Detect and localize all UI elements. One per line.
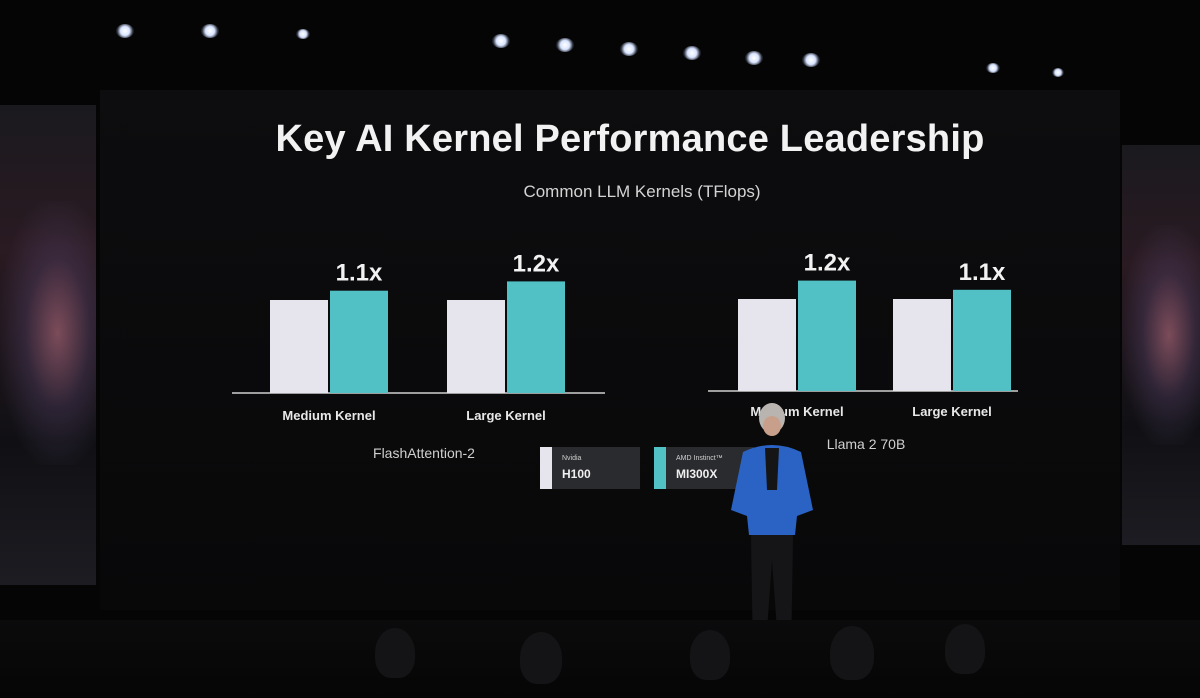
audience bbox=[0, 620, 1200, 698]
bar-h100 bbox=[893, 299, 951, 391]
audience-head bbox=[375, 628, 415, 678]
legend-swatch bbox=[540, 447, 552, 489]
stage-light bbox=[802, 53, 820, 67]
legend-item-h100: Nvidia H100 bbox=[540, 447, 640, 489]
stage-light bbox=[1052, 68, 1064, 77]
audience-head bbox=[520, 632, 562, 684]
chart-title: Llama 2 70B bbox=[827, 436, 906, 452]
right-screen-graphic bbox=[1122, 225, 1200, 445]
stage-light bbox=[201, 24, 219, 38]
right-side-screen bbox=[1122, 145, 1200, 545]
bar-mi300x bbox=[798, 280, 856, 391]
category-label: Large Kernel bbox=[912, 404, 991, 419]
bar-mi300x bbox=[507, 281, 565, 393]
left-screen-graphic bbox=[0, 201, 96, 465]
data-label: 1.1x bbox=[336, 260, 383, 287]
category-label: Large Kernel bbox=[466, 408, 545, 423]
stage-light bbox=[116, 24, 134, 38]
stage-light bbox=[683, 46, 701, 60]
legend-brand: AMD Instinct™ bbox=[676, 455, 723, 462]
data-label: 1.2x bbox=[804, 250, 851, 277]
chart-title: FlashAttention-2 bbox=[373, 445, 475, 461]
audience-head bbox=[690, 630, 730, 680]
legend-brand: Nvidia bbox=[562, 455, 582, 462]
legend-model: H100 bbox=[562, 467, 591, 481]
category-label: Medium Kernel bbox=[282, 408, 375, 423]
stage-light bbox=[556, 38, 574, 52]
data-label: 1.2x bbox=[513, 250, 560, 277]
bar-h100 bbox=[447, 300, 505, 393]
bar-mi300x bbox=[330, 290, 388, 393]
audience-head bbox=[830, 626, 874, 680]
stage-light bbox=[986, 63, 1000, 73]
bar-mi300x bbox=[953, 289, 1011, 391]
left-side-screen bbox=[0, 105, 96, 585]
stage-light bbox=[745, 51, 763, 65]
legend-model: MI300X bbox=[676, 467, 718, 481]
audience-head bbox=[945, 624, 985, 674]
data-label: 1.1x bbox=[959, 259, 1006, 286]
stage-light bbox=[620, 42, 638, 56]
slide-subtitle: Common LLM Kernels (TFlops) bbox=[523, 182, 761, 201]
stage-light bbox=[296, 29, 310, 39]
legend-swatch bbox=[654, 447, 666, 489]
bar-h100 bbox=[270, 300, 328, 393]
stage-light bbox=[492, 34, 510, 48]
legend-item-mi300x: AMD Instinct™ MI300X bbox=[654, 447, 754, 489]
bar-h100 bbox=[738, 299, 796, 391]
slide-title: Key AI Kernel Performance Leadership bbox=[275, 118, 985, 160]
